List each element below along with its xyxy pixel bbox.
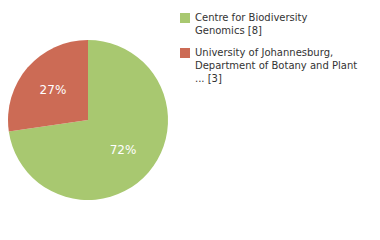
pie-slice	[9, 40, 168, 200]
pie	[8, 40, 168, 200]
pie-slice	[8, 40, 88, 131]
legend-label-line: Centre for Biodiversity	[195, 12, 308, 23]
legend-swatch	[180, 48, 190, 58]
legend-label-line: University of Johannesburg,	[195, 47, 333, 58]
legend: Centre for Biodiversity Genomics [8] Unive…	[180, 12, 357, 84]
legend-label: University of Johannesburg, Department of…	[195, 47, 357, 84]
chart: 72% 27% Centre for Biodiversity Genomics [8…	[0, 0, 380, 240]
legend-label-line: Genomics [8]	[195, 25, 262, 36]
legend-label: Centre for Biodiversity Genomics [8]	[195, 12, 308, 36]
legend-item: University of Johannesburg, Department of…	[180, 47, 357, 84]
legend-swatch	[180, 13, 190, 23]
legend-item: Centre for Biodiversity Genomics [8]	[180, 12, 308, 36]
legend-label-line: ... [3]	[195, 73, 222, 84]
legend-label-line: Department of Botany and Plant	[195, 60, 357, 71]
data-label: 72%	[110, 143, 137, 157]
data-label: 27%	[40, 83, 67, 97]
data-labels: 72% 27%	[40, 83, 137, 158]
